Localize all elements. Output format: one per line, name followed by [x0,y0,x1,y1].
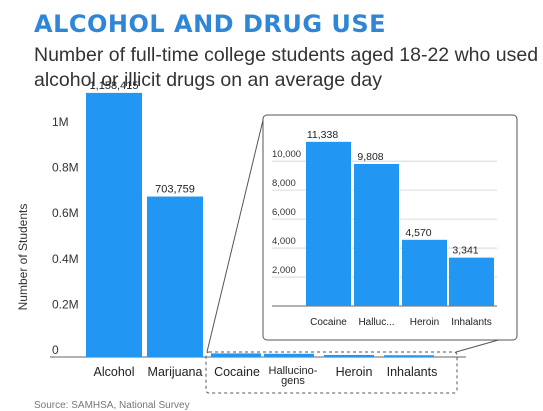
y-tick-label: 0.6M [52,206,79,220]
main-bar-chart: Number of Students 0 0.2M 0.4M 0.6M 0.8M 1M 1,1… [16,80,503,394]
connector-line [455,338,503,353]
bar-small [324,354,374,357]
x-tick-label: Inhalants [387,365,438,379]
bar-small [264,353,314,357]
x-tick-label: Alcohol [94,365,135,379]
inset-bar [306,141,351,306]
y-tick-label: 0.8M [52,161,79,175]
bar-small [211,353,261,357]
data-label: 703,759 [155,184,195,196]
data-label: 11,338 [307,129,338,141]
x-tick-label: Cocaine [310,317,347,328]
chart-subtitle: Number of full-time college students age… [34,44,539,91]
y-axis-title: Number of Students [16,204,30,311]
data-label: 9,808 [357,151,383,163]
bar-alcohol [86,92,142,357]
chart-title: ALCOHOL AND DRUG USE [34,10,387,38]
inset-bar-chart: 2,000 4,000 6,000 8,000 10,000 11,338 Cocaine 9… [262,114,518,341]
x-tick-label: Inhalants [451,317,492,328]
x-tick-label: Hallucino-gens [269,365,318,387]
x-tick-label: Heroin [410,317,439,328]
bar-small [384,355,434,357]
source-note: Source: SAMHSA, National Survey [34,400,190,411]
inset-bar [449,257,494,306]
data-label: 3,341 [452,245,478,257]
callout-box [205,351,458,394]
x-tick-label: Marijuana [148,365,203,379]
y-tick-label: 0 [52,343,59,357]
connector-line [206,115,265,353]
y-tick-label: 10,000 [272,149,301,160]
inset-bar [402,239,447,306]
y-tick-label: 0.2M [52,297,79,311]
y-tick-label: 0.4M [52,252,79,266]
y-tick-label: 4,000 [272,236,296,247]
y-tick-label: 6,000 [272,207,296,218]
x-tick-label: Heroin [336,365,373,379]
y-tick-label: 2,000 [272,265,296,276]
data-label: 4,570 [405,227,431,239]
y-tick-label: 8,000 [272,178,296,189]
bar-marijuana [147,196,203,357]
x-tick-label: Halluc... [358,317,394,328]
y-tick-label: 1M [52,115,69,129]
data-label: 1,158,415 [90,80,139,92]
inset-bar [354,163,399,306]
x-tick-label: Cocaine [214,365,260,379]
